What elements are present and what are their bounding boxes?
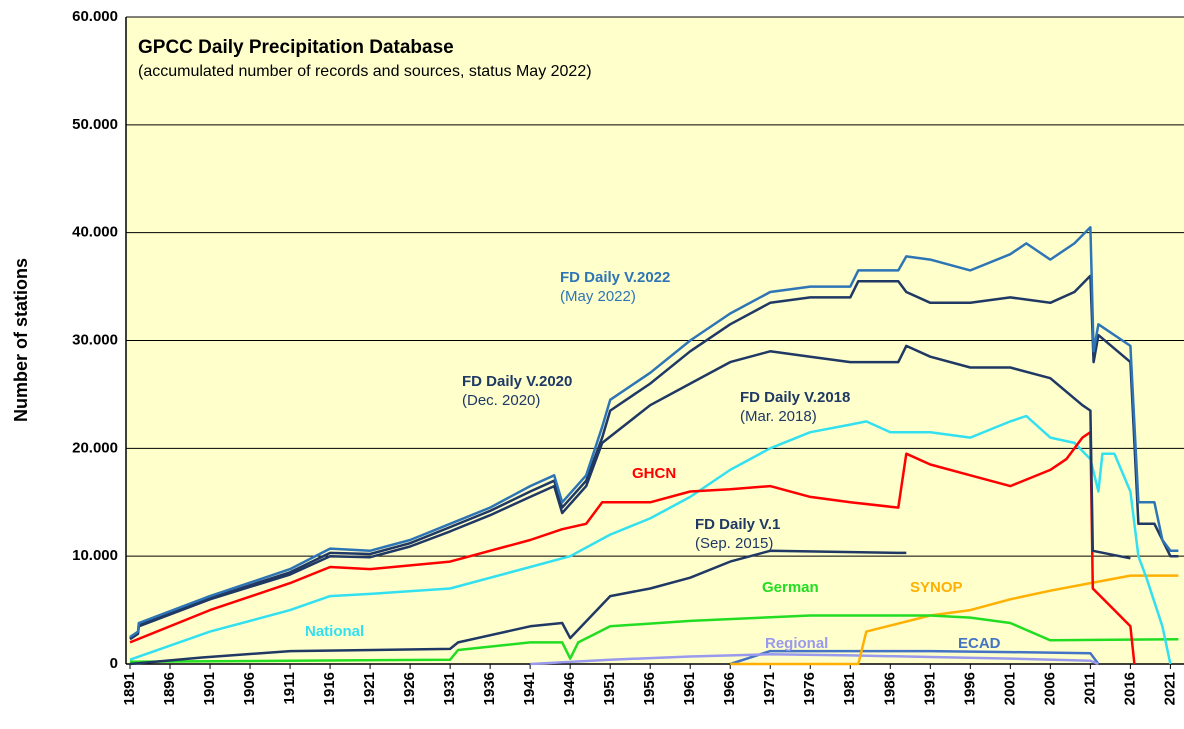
series-line <box>129 614 1179 664</box>
series-line <box>129 414 1172 665</box>
x-tick-label: 1971 <box>761 672 778 705</box>
series-label: National <box>305 623 364 640</box>
y-tick-label: 30.000 <box>72 331 118 348</box>
x-tick-label: 1996 <box>961 672 978 705</box>
y-axis-label: Number of stations <box>11 258 31 422</box>
series-note: (May 2022) <box>560 288 636 305</box>
series-line <box>129 549 907 666</box>
y-tick-label: 20.000 <box>72 439 118 456</box>
x-tick-label: 1976 <box>801 672 818 705</box>
y-tick-label: 40.000 <box>72 224 118 241</box>
x-tick-label: 2006 <box>1041 672 1058 705</box>
series-line <box>530 653 1099 666</box>
series-label: Regional <box>765 635 828 652</box>
series-label: FD Daily V.1 <box>695 516 780 533</box>
series-line <box>129 344 1131 641</box>
series-label: FD Daily V.2020 <box>462 373 572 390</box>
x-tick-label: 2011 <box>1081 672 1098 705</box>
x-tick-label: 1946 <box>561 672 578 705</box>
x-tick-label: 1906 <box>241 672 258 705</box>
y-tick-label: 0 <box>110 655 118 672</box>
series-label: FD Daily V.2022 <box>560 269 670 286</box>
series-label: ECAD <box>958 635 1001 652</box>
x-tick-label: 1956 <box>641 672 658 705</box>
x-tick-label: 2021 <box>1161 672 1178 705</box>
chart-subtitle: (accumulated number of records and sourc… <box>138 63 592 80</box>
series-label: FD Daily V.2018 <box>740 389 850 406</box>
x-tick-label: 1951 <box>601 672 618 705</box>
series-label: SYNOP <box>910 579 963 596</box>
x-tick-label: 1911 <box>281 672 298 705</box>
series-line <box>129 226 1179 639</box>
x-tick-label: 1991 <box>921 672 938 705</box>
y-tick-label: 60.000 <box>72 8 118 25</box>
x-tick-label: 1921 <box>361 672 378 705</box>
x-tick-label: 1926 <box>401 672 418 705</box>
x-tick-label: 1966 <box>721 672 738 705</box>
series-note: (Mar. 2018) <box>740 408 817 425</box>
x-tick-label: 1981 <box>841 672 858 705</box>
x-tick-label: 1916 <box>321 672 338 705</box>
series-line <box>129 430 1136 665</box>
series-note: (Dec. 2020) <box>462 392 540 409</box>
series-note: (Sep. 2015) <box>695 535 773 552</box>
x-tick-label: 1986 <box>881 672 898 705</box>
x-tick-label: 1891 <box>121 672 138 705</box>
series-label: GHCN <box>632 465 676 482</box>
x-tick-label: 1936 <box>481 672 498 705</box>
x-tick-label: 1931 <box>441 672 458 705</box>
chart-title: GPCC Daily Precipitation Database <box>138 37 454 58</box>
x-tick-label: 1961 <box>681 672 698 705</box>
y-tick-label: 50.000 <box>72 116 118 133</box>
series-label: German <box>762 579 819 596</box>
series-line <box>730 574 1179 666</box>
x-tick-label: 2001 <box>1001 672 1018 705</box>
x-tick-label: 1901 <box>201 672 218 705</box>
x-tick-label: 1896 <box>161 672 178 705</box>
x-tick-label: 2016 <box>1121 672 1138 705</box>
x-tick-label: 1941 <box>521 672 538 705</box>
y-tick-label: 10.000 <box>72 547 118 564</box>
